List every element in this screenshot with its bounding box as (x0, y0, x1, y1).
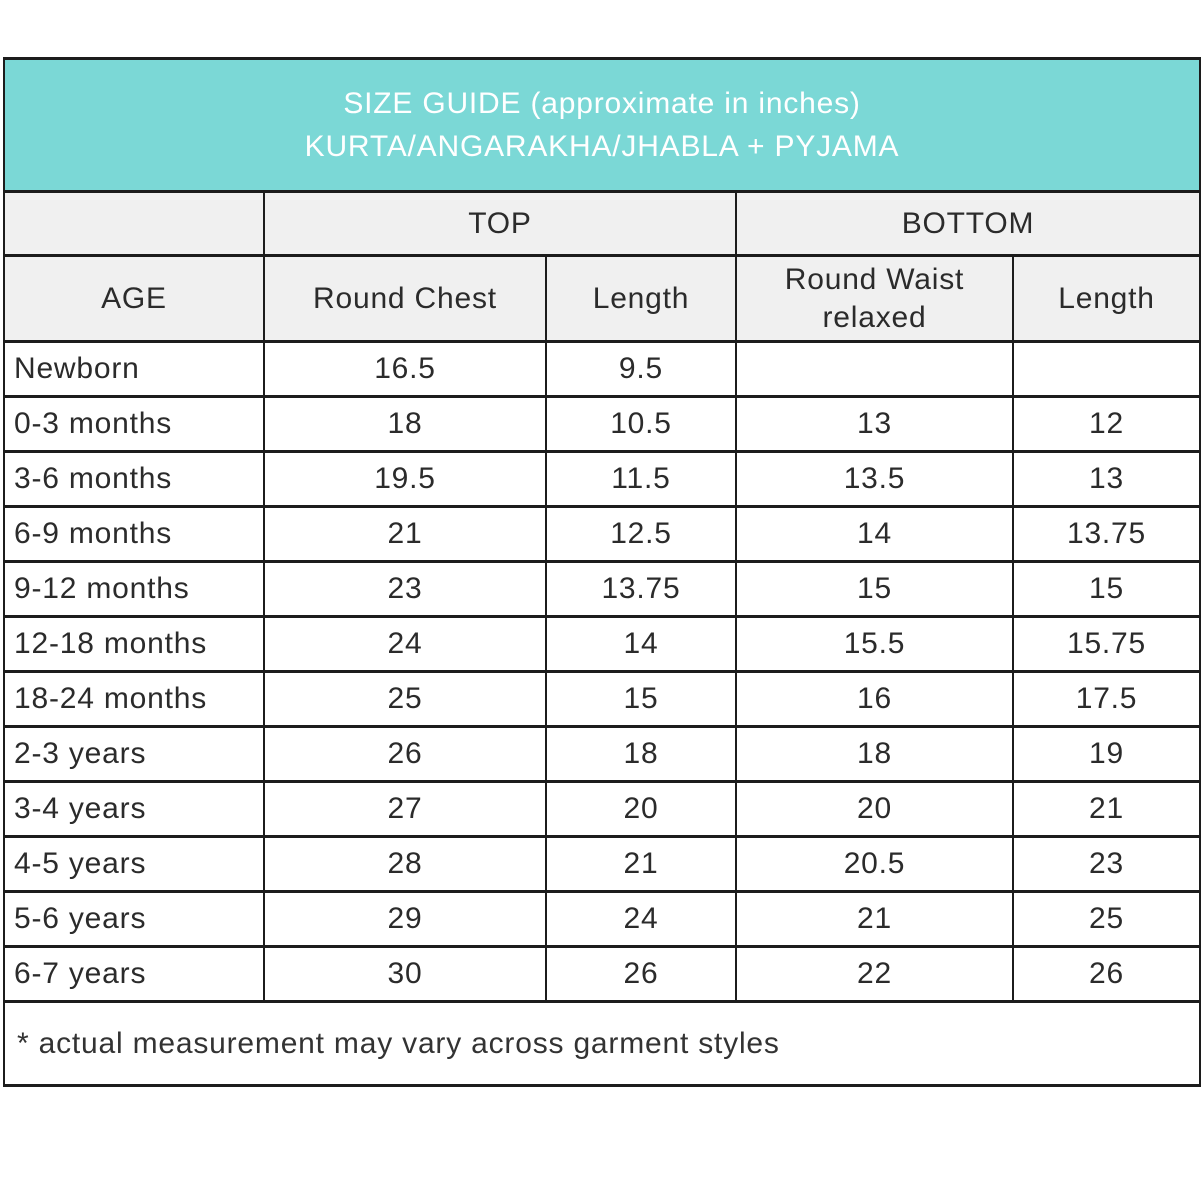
title-row: SIZE GUIDE (approximate in inches) KURTA… (2, 57, 1202, 193)
top-length-cell: 21 (544, 835, 737, 893)
round-chest-cell: 30 (262, 945, 547, 1003)
top-length-cell: 26 (544, 945, 737, 1003)
top-length-cell: 10.5 (544, 395, 737, 453)
top-length-cell: 14 (544, 615, 737, 673)
age-cell: 3-4 years (2, 780, 265, 838)
round-chest-cell: 28 (262, 835, 547, 893)
round-chest-cell: 26 (262, 725, 547, 783)
round-waist-relaxed-cell: 15 (734, 560, 1014, 618)
column-header-age: AGE (2, 254, 265, 343)
bottom-length-cell: 19 (1011, 725, 1202, 783)
round-chest-cell: 25 (262, 670, 547, 728)
round-chest-cell: 24 (262, 615, 547, 673)
round-waist-relaxed-cell (734, 340, 1014, 398)
bottom-length-cell: 12 (1011, 395, 1202, 453)
age-cell: 6-7 years (2, 945, 265, 1003)
age-cell: 4-5 years (2, 835, 265, 893)
column-header-round-chest: Round Chest (262, 254, 547, 343)
round-chest-cell: 19.5 (262, 450, 547, 508)
table-title: SIZE GUIDE (approximate in inches) KURTA… (2, 57, 1202, 193)
table-row: 6-7 years 30 26 22 26 (2, 945, 1202, 1003)
table-row: 18-24 months 25 15 16 17.5 (2, 670, 1202, 728)
table-row: 5-6 years 29 24 21 25 (2, 890, 1202, 948)
footnote-row: * actual measurement may vary across gar… (2, 1000, 1202, 1087)
table-row: 3-6 months 19.5 11.5 13.5 13 (2, 450, 1202, 508)
bottom-length-cell: 21 (1011, 780, 1202, 838)
column-header-row: AGE Round Chest Length Round Waist relax… (2, 254, 1202, 343)
bottom-length-cell: 23 (1011, 835, 1202, 893)
round-chest-cell: 23 (262, 560, 547, 618)
round-waist-relaxed-cell: 15.5 (734, 615, 1014, 673)
size-guide-table-body: SIZE GUIDE (approximate in inches) KURTA… (2, 57, 1202, 1087)
age-cell: 6-9 months (2, 505, 265, 563)
bottom-length-cell: 15.75 (1011, 615, 1202, 673)
round-chest-cell: 29 (262, 890, 547, 948)
column-header-top-length: Length (544, 254, 737, 343)
column-header-bottom-length: Length (1011, 254, 1202, 343)
round-waist-relaxed-cell: 16 (734, 670, 1014, 728)
group-header-top: TOP (262, 190, 737, 257)
table-row: Newborn 16.5 9.5 (2, 340, 1202, 398)
round-waist-relaxed-cell: 22 (734, 945, 1014, 1003)
bottom-length-cell: 13 (1011, 450, 1202, 508)
footnote-text: * actual measurement may vary across gar… (2, 1000, 1202, 1087)
bottom-length-cell: 26 (1011, 945, 1202, 1003)
table-row: 4-5 years 28 21 20.5 23 (2, 835, 1202, 893)
title-line-1: SIZE GUIDE (approximate in inches) (343, 86, 861, 120)
bottom-length-cell: 15 (1011, 560, 1202, 618)
top-length-cell: 20 (544, 780, 737, 838)
top-length-cell: 15 (544, 670, 737, 728)
top-length-cell: 11.5 (544, 450, 737, 508)
title-line-2: KURTA/ANGARAKHA/JHABLA + PYJAMA (304, 130, 900, 163)
age-cell: 0-3 months (2, 395, 265, 453)
round-chest-cell: 21 (262, 505, 547, 563)
round-waist-relaxed-cell: 13 (734, 395, 1014, 453)
top-length-cell: 13.75 (544, 560, 737, 618)
age-cell: 3-6 months (2, 450, 265, 508)
group-header-bottom: BOTTOM (734, 190, 1202, 257)
age-cell: 2-3 years (2, 725, 265, 783)
top-length-cell: 9.5 (544, 340, 737, 398)
bottom-length-cell: 13.75 (1011, 505, 1202, 563)
table-row: 3-4 years 27 20 20 21 (2, 780, 1202, 838)
column-header-round-waist: Round Waist relaxed (734, 254, 1014, 343)
round-chest-cell: 16.5 (262, 340, 547, 398)
table-row: 6-9 months 21 12.5 14 13.75 (2, 505, 1202, 563)
bottom-length-cell (1011, 340, 1202, 398)
round-chest-cell: 27 (262, 780, 547, 838)
table-row: 12-18 months 24 14 15.5 15.75 (2, 615, 1202, 673)
round-waist-relaxed-cell: 18 (734, 725, 1014, 783)
table-row: 0-3 months 18 10.5 13 12 (2, 395, 1202, 453)
bottom-length-cell: 17.5 (1011, 670, 1202, 728)
round-waist-relaxed-cell: 13.5 (734, 450, 1014, 508)
top-length-cell: 12.5 (544, 505, 737, 563)
age-cell: 5-6 years (2, 890, 265, 948)
age-cell: Newborn (2, 340, 265, 398)
top-length-cell: 24 (544, 890, 737, 948)
round-waist-relaxed-cell: 20 (734, 780, 1014, 838)
top-length-cell: 18 (544, 725, 737, 783)
age-cell: 18-24 months (2, 670, 265, 728)
size-guide-table: SIZE GUIDE (approximate in inches) KURTA… (2, 57, 1202, 1087)
round-waist-relaxed-cell: 14 (734, 505, 1014, 563)
group-header-corner (2, 190, 265, 257)
round-chest-cell: 18 (262, 395, 547, 453)
table-row: 9-12 months 23 13.75 15 15 (2, 560, 1202, 618)
table-row: 2-3 years 26 18 18 19 (2, 725, 1202, 783)
bottom-length-cell: 25 (1011, 890, 1202, 948)
round-waist-relaxed-cell: 20.5 (734, 835, 1014, 893)
age-cell: 9-12 months (2, 560, 265, 618)
group-header-row: TOP BOTTOM (2, 190, 1202, 257)
age-cell: 12-18 months (2, 615, 265, 673)
round-waist-relaxed-cell: 21 (734, 890, 1014, 948)
